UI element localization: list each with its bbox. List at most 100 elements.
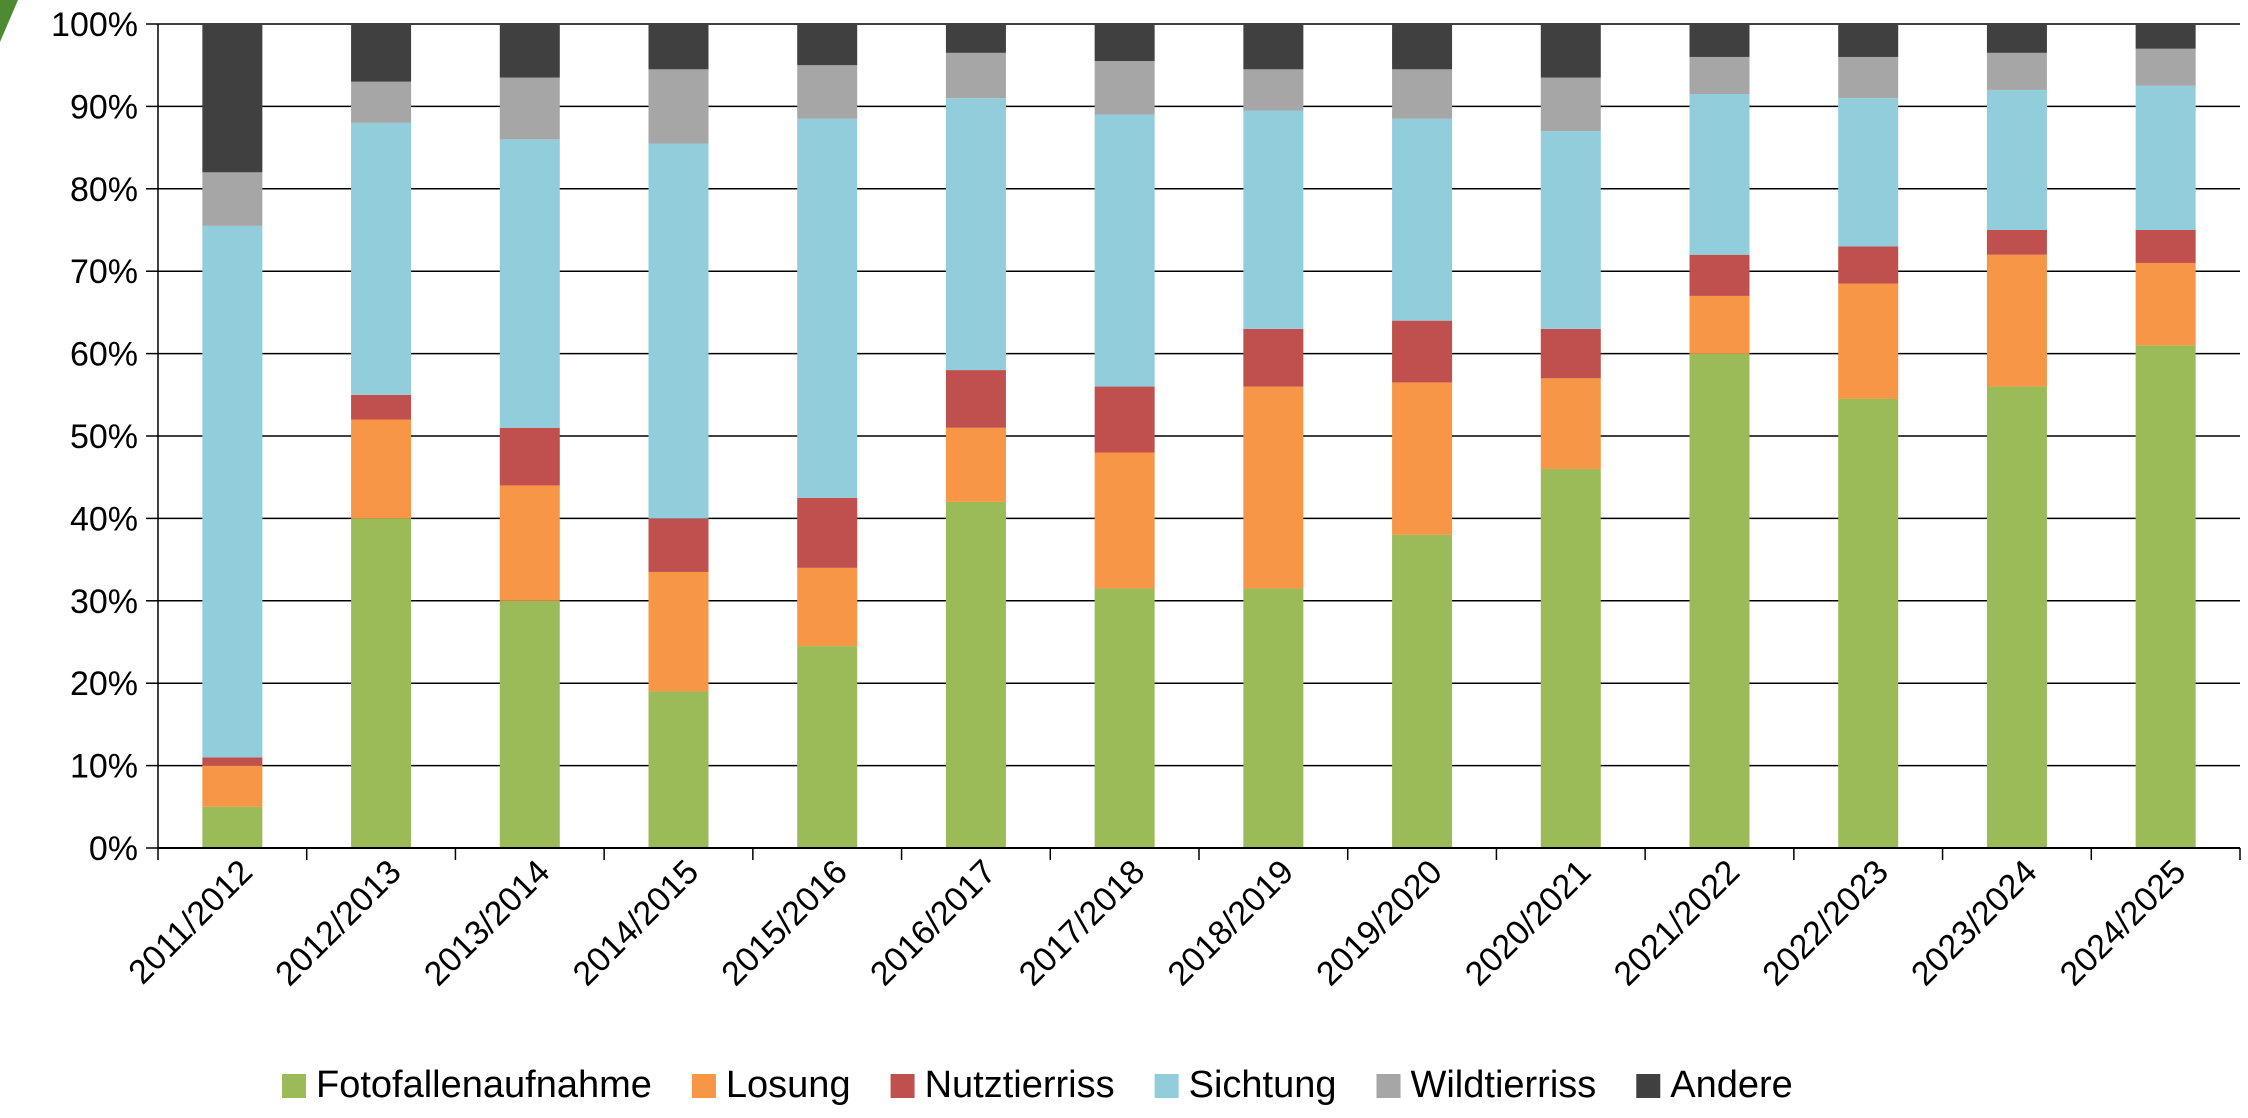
- bar-segment: [1094, 24, 1155, 62]
- bar-segment: [648, 571, 709, 692]
- bar-segment: [1986, 89, 2047, 230]
- bar-segment: [797, 567, 858, 647]
- legend: Fotofallenaufnahme Losung Nutztierriss Sich…: [282, 1064, 1793, 1106]
- bar-segment: [945, 427, 1006, 502]
- y-tick-label: 70%: [70, 253, 138, 291]
- bar-segment: [1986, 52, 2047, 90]
- bar-segment: [2135, 85, 2196, 230]
- x-tick-label: 2013/2014: [417, 853, 558, 994]
- legend-swatch: [890, 1074, 915, 1098]
- bar-segment: [1986, 254, 2047, 387]
- bar-segment: [1094, 386, 1155, 453]
- bar-segment: [1392, 118, 1453, 321]
- bar-segment: [2135, 230, 2196, 263]
- bar-segment: [202, 225, 263, 758]
- x-tick-label: 2024/2025: [2053, 853, 2194, 994]
- bar-segment: [1243, 69, 1304, 111]
- bar-segment: [1392, 24, 1453, 70]
- x-tick-label: 2016/2017: [863, 853, 1004, 994]
- gridlines: [158, 23, 2240, 849]
- bar-segment: [1243, 24, 1304, 70]
- x-tick-label: 2022/2023: [1755, 853, 1896, 994]
- bar-segment: [2135, 24, 2196, 49]
- x-tick-label: 2019/2020: [1309, 853, 1450, 994]
- bar-segment: [351, 122, 412, 395]
- bar-segment: [945, 501, 1006, 848]
- y-tick-label: 30%: [70, 583, 138, 621]
- legend-swatch: [691, 1074, 716, 1098]
- x-tick-label: 2023/2024: [1904, 853, 2045, 994]
- bar-segment: [1392, 69, 1453, 119]
- bar-segment: [202, 757, 263, 766]
- bar-segment: [1838, 24, 1899, 57]
- bar-segment: [797, 646, 858, 848]
- bar-segment: [1689, 295, 1750, 354]
- bar-segment: [648, 24, 709, 70]
- y-tick-label: 60%: [70, 336, 138, 374]
- bar-segment: [1540, 77, 1601, 132]
- bar-segment: [648, 518, 709, 572]
- bar-segment: [2135, 345, 2196, 848]
- bar-segment: [499, 600, 560, 848]
- legend-swatch: [1376, 1074, 1401, 1098]
- bar-segment: [1243, 110, 1304, 329]
- bar-segment: [1838, 283, 1899, 399]
- y-tick-label: 80%: [70, 171, 138, 209]
- x-tick-label: 2017/2018: [1012, 853, 1153, 994]
- bar-segment: [1986, 386, 2047, 848]
- legend-label: Fotofallenaufnahme: [316, 1064, 652, 1106]
- bar-segment: [351, 81, 412, 123]
- bar-segment: [1392, 534, 1453, 848]
- bar-segment: [2135, 48, 2196, 86]
- bar-segment: [1838, 56, 1899, 99]
- bar-segment: [202, 24, 263, 173]
- bar-segment: [797, 497, 858, 568]
- bar-segment: [499, 24, 560, 78]
- legend-label: Nutztierriss: [925, 1064, 1115, 1106]
- bar-segment: [202, 806, 263, 848]
- bar-segment: [1094, 61, 1155, 115]
- bar-segment: [1094, 452, 1155, 589]
- y-tick-label: 50%: [70, 418, 138, 456]
- bar-segment: [351, 394, 412, 420]
- bar-segment: [1540, 328, 1601, 379]
- bar-segment: [1986, 24, 2047, 53]
- legend-label: Wildtierriss: [1411, 1064, 1597, 1106]
- bar-segment: [1540, 131, 1601, 329]
- x-tick-label: 2014/2015: [566, 853, 707, 994]
- x-tick-label: 2011/2012: [121, 853, 260, 992]
- bar-segment: [1838, 246, 1899, 284]
- legend-item: Nutztierriss: [890, 1064, 1115, 1106]
- legend-label: Sichtung: [1189, 1064, 1337, 1106]
- bar-segment: [1986, 230, 2047, 255]
- bar-segment: [1838, 398, 1899, 848]
- y-tick-label: 90%: [70, 88, 138, 126]
- bar-segment: [945, 98, 1006, 371]
- x-tick-label: 2015/2016: [714, 853, 855, 994]
- x-tick-label: 2021/2022: [1607, 853, 1748, 994]
- y-tick-label: 40%: [70, 500, 138, 538]
- bar-segment: [499, 485, 560, 601]
- bar-segment: [945, 24, 1006, 53]
- legend-item: Sichtung: [1154, 1064, 1337, 1106]
- bar-segment: [499, 427, 560, 486]
- bar-segment: [797, 65, 858, 119]
- bar-segment: [797, 118, 858, 498]
- bar-segment: [1689, 56, 1750, 95]
- bar-segment: [351, 24, 412, 82]
- bar-segment: [945, 370, 1006, 428]
- bar-segment: [1243, 328, 1304, 387]
- bar-segment: [1540, 468, 1601, 848]
- bar-segment: [1689, 353, 1750, 848]
- legend-label: Losung: [726, 1064, 851, 1106]
- bar-segment: [1392, 382, 1453, 535]
- y-tick-label: 20%: [70, 665, 138, 703]
- bar-segment: [2135, 262, 2196, 346]
- bar-segment: [1689, 94, 1750, 255]
- bar-segment: [1094, 588, 1155, 848]
- corner-decoration: [0, 0, 18, 42]
- y-tick-label: 0%: [89, 830, 138, 868]
- bar-segment: [202, 172, 263, 226]
